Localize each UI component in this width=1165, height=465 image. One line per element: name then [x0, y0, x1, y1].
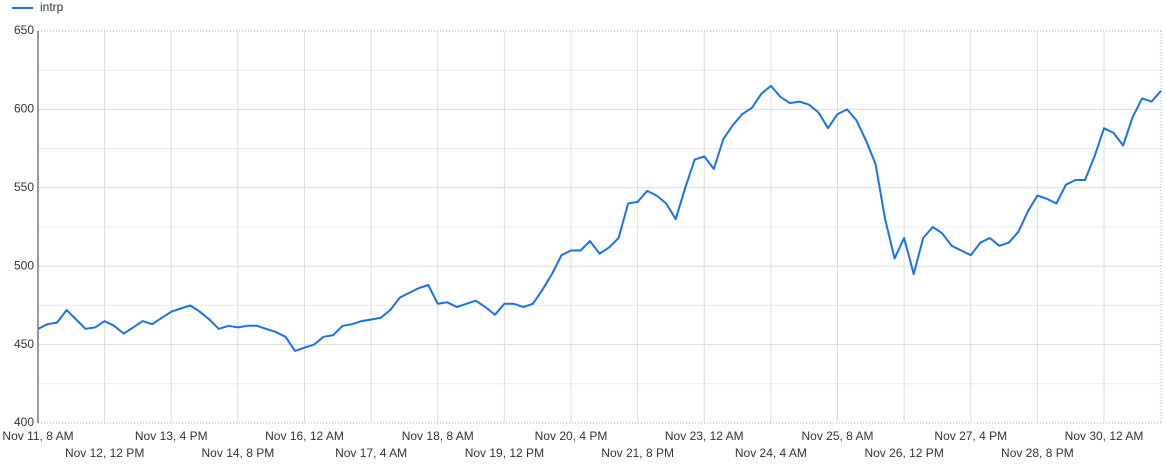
y-tick-label: 600 — [14, 102, 34, 116]
y-tick-label: 500 — [14, 258, 34, 272]
x-tick-label: Nov 28, 8 PM — [1001, 446, 1074, 460]
y-tick-label: 400 — [14, 415, 34, 429]
x-tick-label: Nov 23, 12 AM — [665, 429, 744, 443]
x-tick-label: Nov 19, 12 PM — [465, 446, 544, 460]
y-tick-label: 450 — [14, 337, 34, 351]
x-tick-label: Nov 18, 8 AM — [402, 429, 474, 443]
x-tick-label: Nov 21, 8 PM — [601, 446, 674, 460]
x-tick-label: Nov 30, 12 AM — [1065, 429, 1144, 443]
x-tick-label: Nov 27, 4 PM — [934, 429, 1007, 443]
x-tick-label: Nov 12, 12 PM — [65, 446, 144, 460]
x-tick-label: Nov 14, 8 PM — [202, 446, 275, 460]
y-tick-label: 650 — [14, 23, 34, 37]
x-tick-label: Nov 16, 12 AM — [265, 429, 344, 443]
x-tick-label: Nov 26, 12 PM — [864, 446, 943, 460]
x-tick-label: Nov 11, 8 AM — [2, 429, 73, 443]
x-tick-label: Nov 24, 4 AM — [735, 446, 807, 460]
x-tick-label: Nov 13, 4 PM — [135, 429, 208, 443]
line-series — [37, 84, 1162, 352]
x-tick-label: Nov 20, 4 PM — [535, 429, 608, 443]
x-tick-label: Nov 25, 8 AM — [801, 429, 873, 443]
legend-label: intrp — [40, 0, 64, 14]
y-tick-label: 550 — [14, 180, 34, 194]
x-tick-label: Nov 17, 4 AM — [335, 446, 407, 460]
